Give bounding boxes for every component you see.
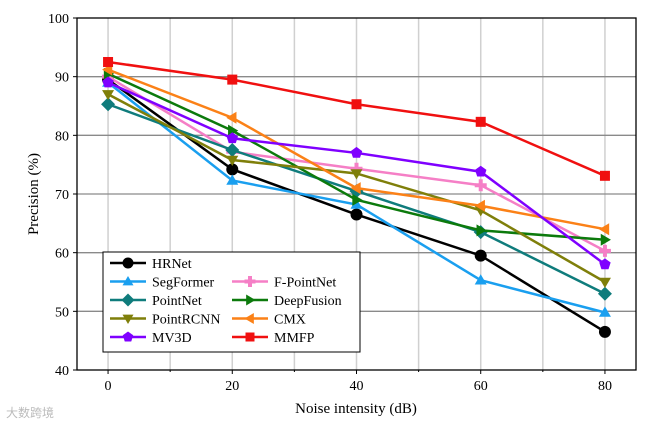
- legend-label: MMFP: [274, 331, 315, 346]
- series-mmfp: [103, 57, 610, 181]
- x-tick-label: 20: [225, 379, 239, 394]
- legend-label: PointNet: [152, 294, 202, 309]
- circle-marker: [598, 325, 611, 338]
- square-marker: [103, 57, 114, 67]
- triangle-down-marker: [350, 169, 363, 180]
- square-marker: [599, 170, 610, 181]
- triangle-down-marker: [598, 277, 611, 288]
- triangle-right-marker: [476, 224, 487, 237]
- triangle-up-marker: [598, 306, 611, 317]
- pentagon-marker: [599, 258, 611, 270]
- triangle-down-marker: [102, 90, 115, 101]
- triangle-up-marker: [226, 174, 239, 185]
- circle-marker: [122, 257, 134, 269]
- diamond-marker: [225, 143, 240, 157]
- legend-label: SegFormer: [152, 276, 215, 291]
- triangle-up-marker: [350, 198, 363, 209]
- legend-item: DeepFusion: [232, 294, 342, 309]
- legend-item: HRNet: [110, 257, 192, 272]
- legend-label: F-PointNet: [274, 276, 336, 291]
- y-tick-label: 70: [55, 188, 69, 203]
- series-mv3d: [102, 76, 611, 270]
- triangle-right-marker: [352, 193, 363, 206]
- triangle-up-marker: [474, 274, 487, 285]
- circle-marker: [226, 163, 239, 176]
- circle-marker: [474, 249, 487, 262]
- triangle-left-marker: [244, 313, 254, 324]
- legend: HRNet SegFormer F-PointNet PointNet DeepFusi…: [102, 251, 361, 353]
- triangle-left-marker: [474, 199, 485, 212]
- x-tick-label: 80: [598, 379, 612, 394]
- legend-label: DeepFusion: [274, 294, 342, 309]
- legend-item: PointNet: [110, 293, 202, 309]
- series-cmx: [102, 63, 610, 236]
- triangle-down-marker: [122, 314, 134, 324]
- legend-label: CMX: [274, 313, 306, 328]
- watermark: 大数跨境: [6, 406, 55, 420]
- x-tick-label: 40: [350, 379, 364, 394]
- x-tick-label: 60: [474, 379, 488, 394]
- square-marker: [351, 99, 362, 110]
- triangle-right-marker: [246, 294, 256, 306]
- legend-item: CMX: [232, 313, 306, 328]
- legend-item: MV3D: [110, 331, 192, 346]
- legend-label: HRNet: [152, 257, 192, 272]
- y-axis-label: Precision (%): [26, 153, 42, 235]
- y-tick-label: 50: [55, 305, 69, 320]
- triangle-left-marker: [226, 111, 237, 124]
- diamond-marker: [101, 97, 116, 112]
- x-axis-label: Noise intensity (dB): [295, 401, 417, 417]
- y-tick-label: 100: [48, 12, 69, 27]
- pentagon-marker: [122, 331, 134, 342]
- y-tick-label: 90: [55, 71, 69, 86]
- triangle-down-marker: [226, 155, 239, 166]
- diamond-marker: [121, 293, 135, 307]
- y-tick-label: 40: [55, 364, 69, 379]
- legend-item: MMFP: [232, 331, 315, 346]
- pentagon-marker: [350, 146, 363, 158]
- pentagon-marker: [226, 132, 238, 144]
- plus-marker: [598, 244, 611, 257]
- plus-marker: [474, 179, 487, 192]
- pentagon-marker: [475, 165, 487, 177]
- y-tick-label: 60: [55, 247, 69, 262]
- circle-marker: [350, 208, 363, 221]
- square-marker: [245, 332, 255, 342]
- legend-item: F-PointNet: [232, 276, 336, 291]
- x-tick-label: 0: [105, 379, 112, 394]
- triangle-left-marker: [598, 223, 610, 236]
- plus-marker: [244, 276, 256, 287]
- legend-label: PointRCNN: [152, 313, 220, 328]
- legend-box: [102, 251, 361, 353]
- triangle-left-marker: [350, 182, 361, 195]
- triangle-right-marker: [600, 233, 611, 246]
- pentagon-marker: [102, 76, 114, 88]
- legend-label: MV3D: [152, 331, 192, 346]
- legend-item: PointRCNN: [110, 313, 220, 328]
- legend-item: SegFormer: [110, 276, 215, 291]
- square-marker: [227, 74, 238, 85]
- square-marker: [475, 116, 486, 127]
- y-tick-label: 80: [55, 129, 69, 144]
- triangle-up-marker: [122, 276, 134, 286]
- diamond-marker: [597, 286, 612, 301]
